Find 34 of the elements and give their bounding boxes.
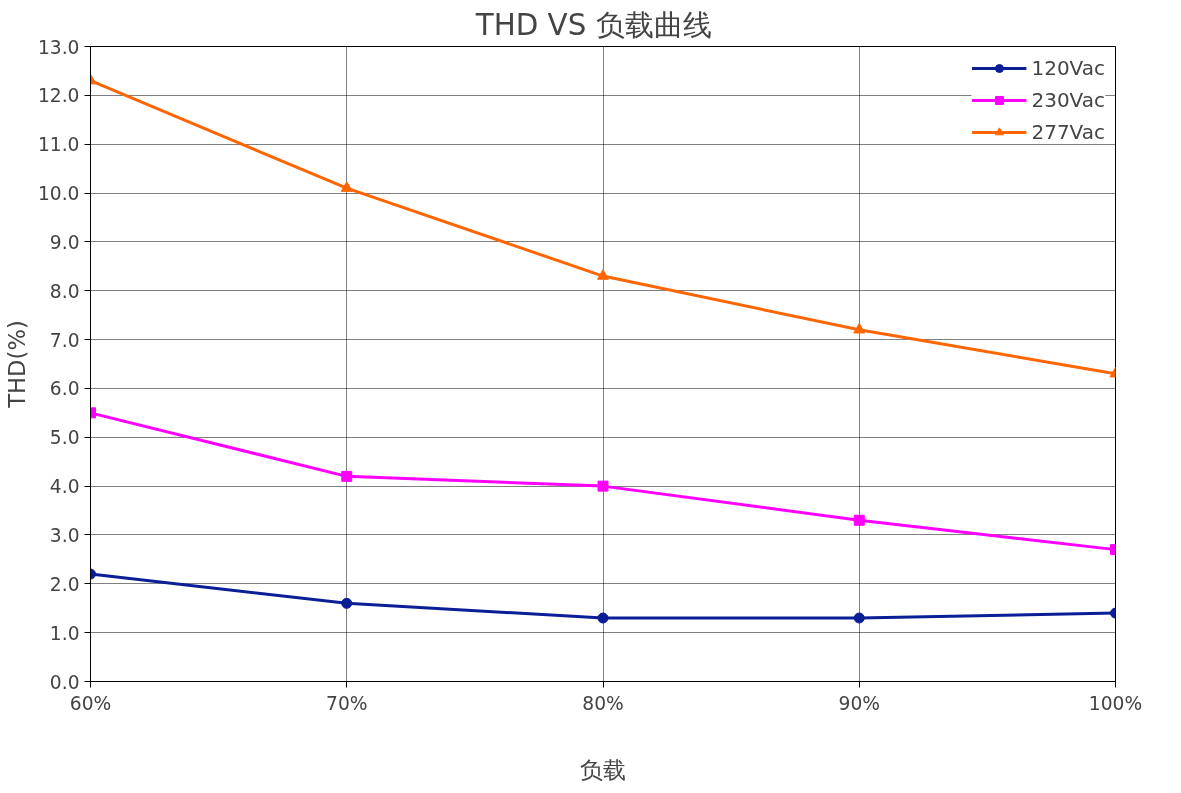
- y-tick-label: 5.0: [49, 427, 80, 449]
- legend-label: 230Vac: [1031, 88, 1105, 112]
- y-tick-label: 7.0: [49, 329, 80, 351]
- x-tick-label: 70%: [326, 692, 368, 714]
- x-tick-label: 100%: [1088, 692, 1143, 714]
- y-tick-label: 0.0: [49, 671, 80, 693]
- point: [597, 480, 609, 492]
- x-tick-label: 90%: [838, 692, 880, 714]
- y-tick-label: 13.0: [37, 36, 80, 58]
- point: [341, 597, 353, 609]
- y-axis-title: THD(%): [3, 320, 30, 409]
- legend-label: 120Vac: [1031, 56, 1105, 80]
- y-tick-label: 3.0: [49, 524, 80, 546]
- point: [597, 612, 609, 624]
- y-tick-label: 8.0: [49, 280, 80, 302]
- x-axis-title: 负载: [580, 756, 626, 783]
- legend-label: 277Vac: [1031, 120, 1105, 144]
- point: [340, 181, 353, 192]
- y-tick-label: 2.0: [49, 573, 80, 595]
- y-tick-label: 6.0: [49, 378, 80, 400]
- y-tick-label: 1.0: [49, 622, 80, 644]
- y-tick-label: 9.0: [49, 231, 80, 253]
- x-tick-label: 60%: [69, 692, 112, 714]
- y-tick-label: 12.0: [37, 85, 80, 107]
- y-tick-label: 11.0: [37, 134, 80, 156]
- point: [853, 514, 865, 526]
- y-tick-label: 10.0: [37, 183, 80, 205]
- point: [341, 470, 353, 482]
- point: [597, 269, 609, 280]
- y-tick-label: 4.0: [49, 476, 80, 498]
- x-tick-label: 80%: [582, 692, 624, 714]
- point: [853, 612, 865, 624]
- point: [853, 322, 866, 334]
- chart-title: THD VS 负载曲线: [474, 7, 712, 42]
